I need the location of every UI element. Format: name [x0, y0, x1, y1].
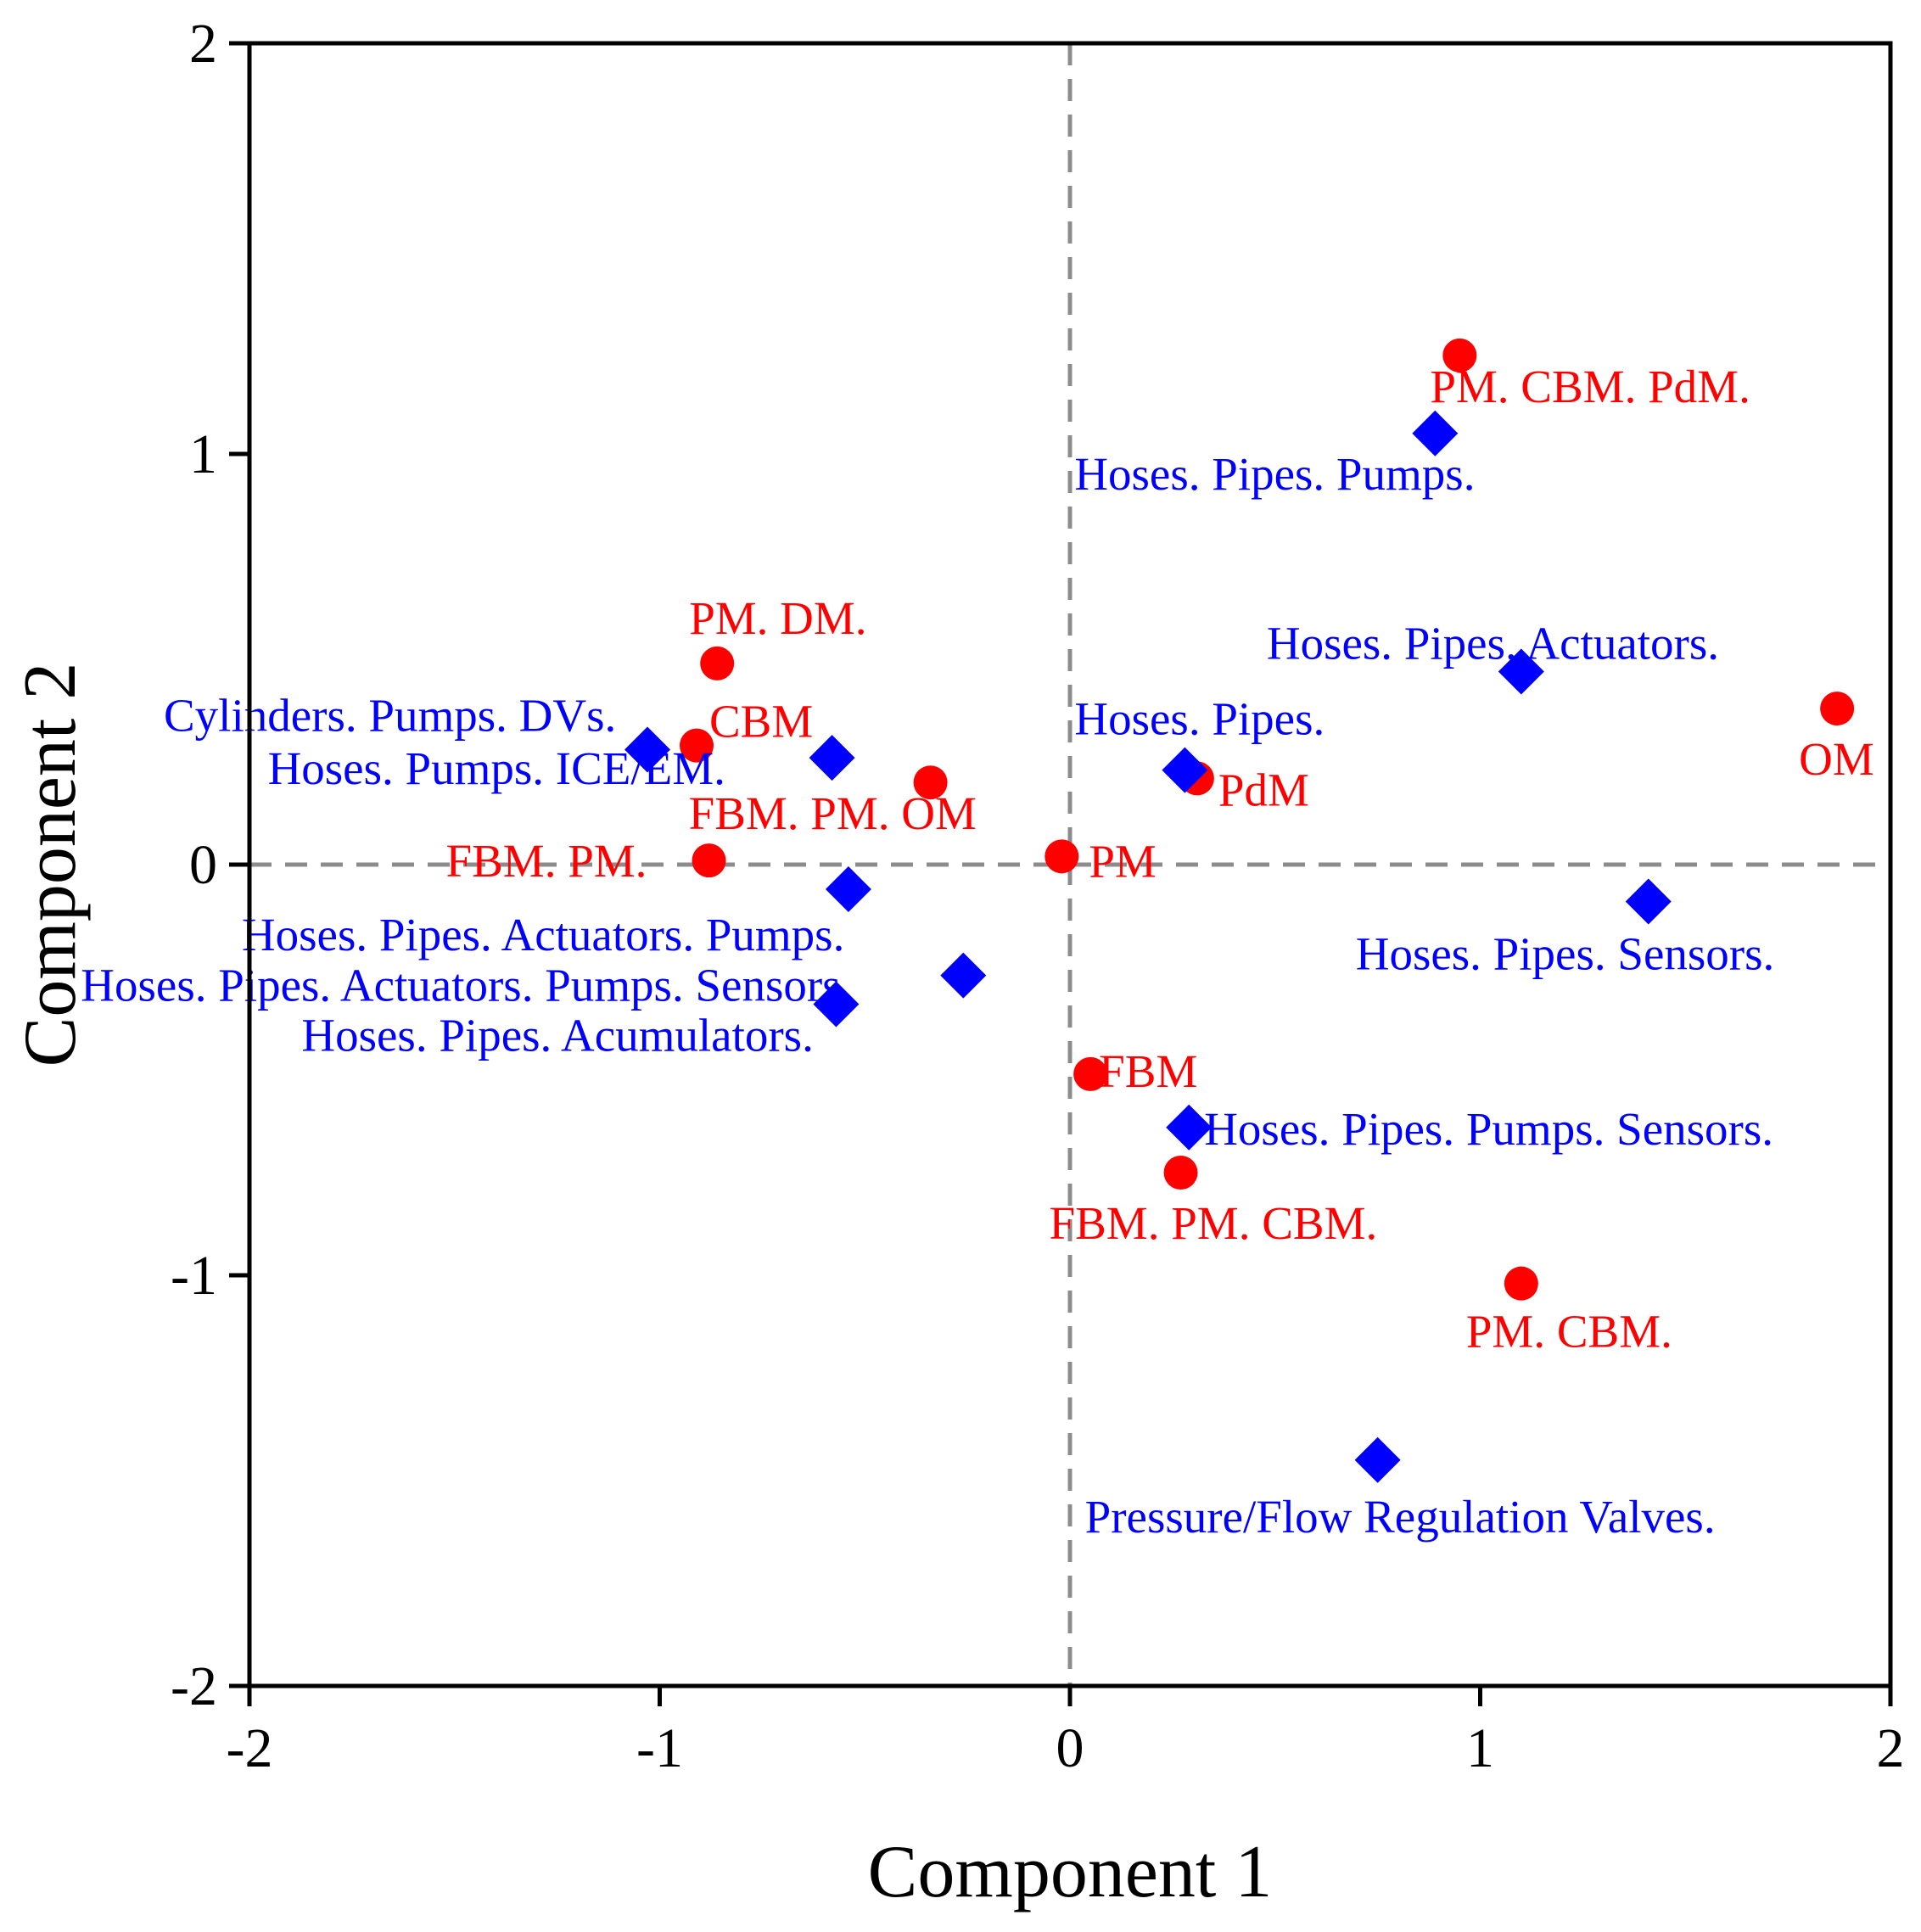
x-tick-label: 0: [1056, 1717, 1084, 1779]
strategy-label: PM. CBM. PdM.: [1430, 361, 1750, 412]
y-tick-label: 1: [189, 423, 217, 485]
strategy-label: FBM. PM.: [446, 835, 647, 887]
x-tick-label: 1: [1466, 1717, 1494, 1779]
component-label: Hoses. Pipes. Pumps.: [1074, 448, 1475, 500]
strategy-label: OM: [1799, 733, 1874, 785]
component-point: [825, 866, 871, 913]
component-label: Hoses. Pipes. Actuators.: [1267, 618, 1719, 669]
component-point: [1625, 878, 1672, 925]
component-label: Hoses. Pipes.: [1074, 693, 1325, 745]
component-label: Hoses. Pipes. Sensors.: [1356, 928, 1774, 980]
component-label: Hoses. Pipes. Acumulators.: [301, 1010, 813, 1061]
x-axis-title: Component 1: [868, 1831, 1273, 1913]
component-point: [813, 981, 860, 1028]
strategy-point: [1442, 338, 1477, 372]
x-tick-label: 2: [1877, 1717, 1905, 1779]
component-point: [1354, 1436, 1401, 1483]
component-label: Hoses. Pipes. Actuators. Pumps.: [242, 909, 844, 960]
y-tick-label: -1: [171, 1245, 217, 1307]
component-label: Pressure/Flow Regulation Valves.: [1085, 1491, 1716, 1543]
strategy-point: [1820, 692, 1855, 726]
y-tick-label: 2: [189, 13, 217, 75]
strategy-label: PM: [1089, 835, 1157, 887]
strategy-point: [913, 765, 948, 800]
point-labels: PM. CBM. PdM. PM. DM. OM CBM FBM. PM. OM PdM F…: [81, 361, 1873, 1543]
strategy-label: PM. DM.: [689, 592, 866, 644]
strategy-label: CBM: [709, 696, 813, 748]
x-tick-label: -2: [227, 1717, 273, 1779]
component-point: [809, 735, 855, 781]
data-points: [624, 338, 1855, 1483]
component-point: [624, 726, 670, 773]
plot-frame: [247, 41, 1893, 1688]
strategy-point: [1504, 1266, 1538, 1301]
component-label: Hoses. Pumps. ICE/EM.: [268, 742, 725, 794]
axis-ticks: -2 -1 0 1 2 -2 -1 0 1 2: [171, 13, 1904, 1779]
strategy-label: FBM. PM. OM: [689, 787, 977, 839]
component-point: [1498, 648, 1544, 695]
strategy-point: [700, 646, 735, 680]
strategy-point: [680, 728, 714, 763]
strategy-label: PdM: [1218, 764, 1309, 815]
component-point: [940, 952, 987, 999]
strategy-point: [1163, 1156, 1198, 1190]
component-label: Hoses. Pipes. Actuators. Pumps. Sensors.: [81, 960, 852, 1011]
y-tick-label: 0: [189, 834, 217, 896]
strategy-label: PM. CBM.: [1466, 1306, 1672, 1358]
component-point: [1162, 747, 1208, 793]
strategy-point: [1045, 839, 1079, 874]
component-label: Cylinders. Pumps. DVs.: [164, 689, 616, 741]
y-tick-label: -2: [171, 1655, 217, 1717]
x-tick-label: -1: [636, 1717, 683, 1779]
y-axis-title: Component 2: [9, 663, 92, 1067]
strategy-point: [1073, 1056, 1108, 1091]
strategy-point: [692, 843, 726, 878]
strategy-label: FBM: [1099, 1045, 1197, 1097]
strategy-label: FBM. PM. CBM.: [1050, 1197, 1378, 1249]
component-label: Hoses. Pipes. Pumps. Sensors.: [1204, 1103, 1773, 1155]
component-point: [1166, 1104, 1213, 1151]
component-point: [1412, 410, 1459, 456]
